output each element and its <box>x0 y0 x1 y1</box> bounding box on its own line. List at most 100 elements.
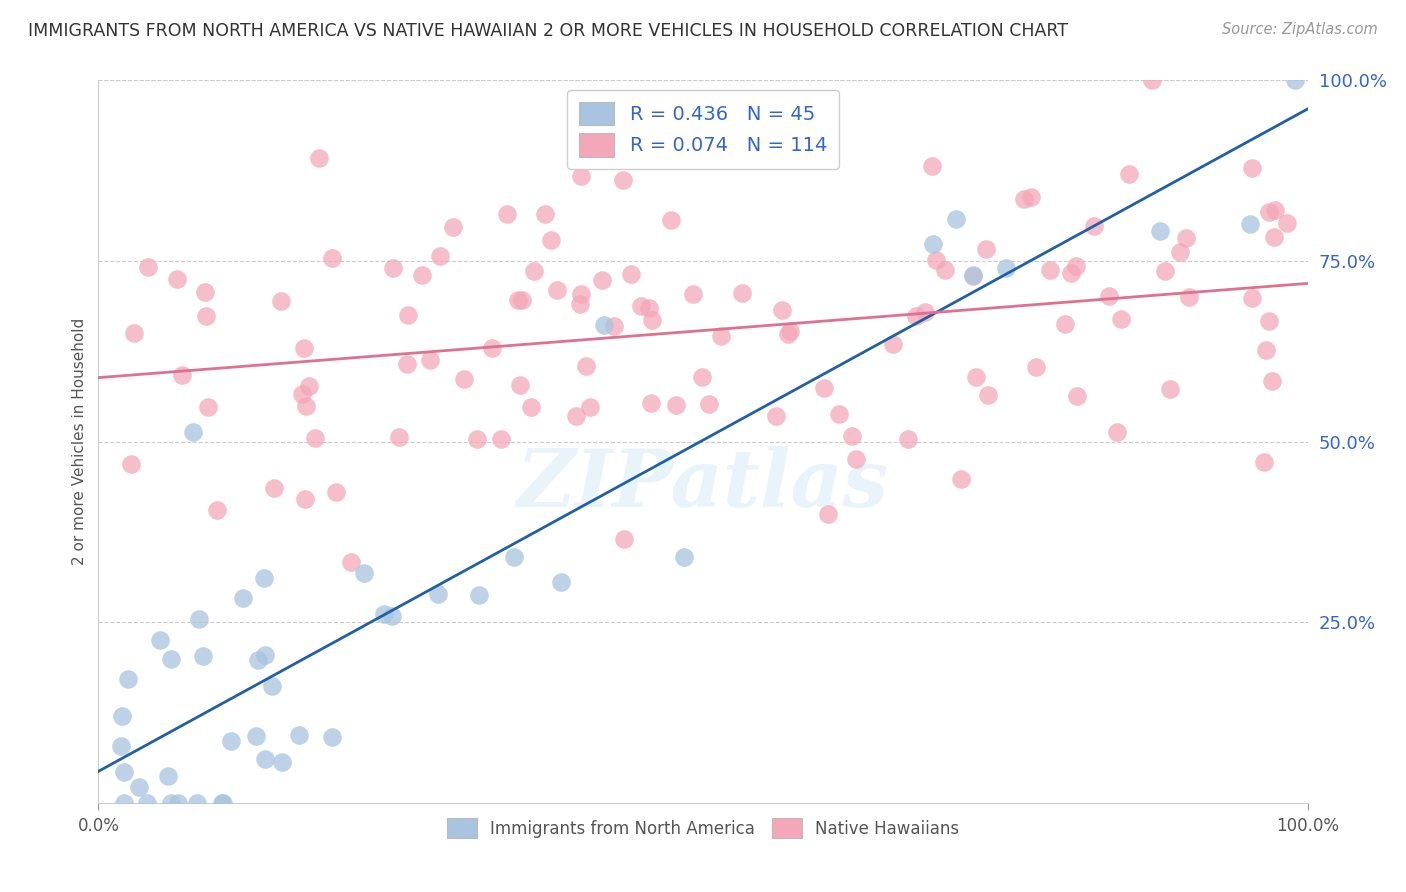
Point <box>630 299 652 313</box>
Point <box>620 267 643 281</box>
Point <box>779 324 801 338</box>
Point <box>690 369 713 384</box>
Point <box>419 352 441 367</box>
Point <box>949 472 972 486</box>
Point <box>373 607 395 622</box>
Point <box>659 213 682 227</box>
Point <box>640 396 662 410</box>
Point <box>568 296 591 310</box>
Point <box>170 368 193 382</box>
Point <box>211 796 233 810</box>
Text: Source: ZipAtlas.com: Source: ZipAtlas.com <box>1222 22 1378 37</box>
Point <box>112 796 135 810</box>
Point <box>924 252 946 267</box>
Point <box>245 729 267 743</box>
Point <box>120 457 142 471</box>
Point <box>1012 192 1035 206</box>
Point <box>1019 190 1042 204</box>
Point <box>828 408 851 422</box>
Point <box>1054 317 1077 331</box>
Point <box>731 286 754 301</box>
Point <box>468 588 491 602</box>
Point <box>673 549 696 564</box>
Point <box>496 207 519 221</box>
Point <box>1025 359 1047 374</box>
Point <box>396 357 419 371</box>
Point <box>321 252 343 266</box>
Point <box>778 326 800 341</box>
Text: ZIPatlas: ZIPatlas <box>517 446 889 524</box>
Point <box>291 386 314 401</box>
Point <box>111 709 134 723</box>
Text: IMMIGRANTS FROM NORTH AMERICA VS NATIVE HAWAIIAN 2 OR MORE VEHICLES IN HOUSEHOLD: IMMIGRANTS FROM NORTH AMERICA VS NATIVE … <box>28 22 1069 40</box>
Point <box>665 398 688 412</box>
Point <box>897 432 920 446</box>
Point <box>1118 167 1140 181</box>
Point <box>292 341 315 355</box>
Point <box>481 341 503 355</box>
Point <box>1064 259 1087 273</box>
Point <box>962 268 984 283</box>
Point <box>1038 262 1060 277</box>
Point <box>271 756 294 770</box>
Point <box>221 734 243 748</box>
Point <box>489 432 512 446</box>
Point <box>523 263 546 277</box>
Point <box>1083 219 1105 233</box>
Point <box>135 796 157 810</box>
Point <box>325 484 347 499</box>
Point <box>591 273 613 287</box>
Point <box>186 796 208 810</box>
Point <box>197 401 219 415</box>
Point <box>976 388 998 402</box>
Point <box>1257 314 1279 328</box>
Point <box>612 172 634 186</box>
Point <box>1277 215 1299 229</box>
Point <box>613 533 636 547</box>
Point <box>1284 73 1306 87</box>
Point <box>288 728 311 742</box>
Point <box>427 587 450 601</box>
Point <box>340 555 363 569</box>
Y-axis label: 2 or more Vehicles in Household: 2 or more Vehicles in Household <box>72 318 87 566</box>
Point <box>381 609 404 624</box>
Point <box>160 652 183 666</box>
Point <box>166 272 188 286</box>
Point <box>194 285 217 299</box>
Point <box>638 301 661 315</box>
Point <box>682 287 704 301</box>
Point <box>254 752 277 766</box>
Point <box>520 400 543 414</box>
Point <box>813 381 835 395</box>
Point <box>1258 205 1281 219</box>
Point <box>962 268 984 282</box>
Point <box>411 268 433 282</box>
Point <box>1240 291 1263 305</box>
Point <box>157 769 180 783</box>
Point <box>922 236 945 251</box>
Point <box>1142 73 1164 87</box>
Point <box>117 672 139 686</box>
Point <box>381 260 404 275</box>
Point <box>1174 231 1197 245</box>
Point <box>262 679 284 693</box>
Point <box>1105 425 1128 440</box>
Point <box>845 452 868 467</box>
Point <box>1239 217 1261 231</box>
Point <box>321 730 343 744</box>
Point <box>593 318 616 332</box>
Point <box>914 305 936 319</box>
Point <box>921 159 943 173</box>
Point <box>904 309 927 323</box>
Point <box>231 591 253 606</box>
Point <box>1253 455 1275 469</box>
Point <box>112 764 135 779</box>
Point <box>294 492 316 507</box>
Point <box>159 796 181 810</box>
Point <box>934 263 956 277</box>
Point <box>550 574 572 589</box>
Point <box>110 739 132 753</box>
Point <box>263 481 285 495</box>
Point <box>253 648 276 662</box>
Point <box>533 207 555 221</box>
